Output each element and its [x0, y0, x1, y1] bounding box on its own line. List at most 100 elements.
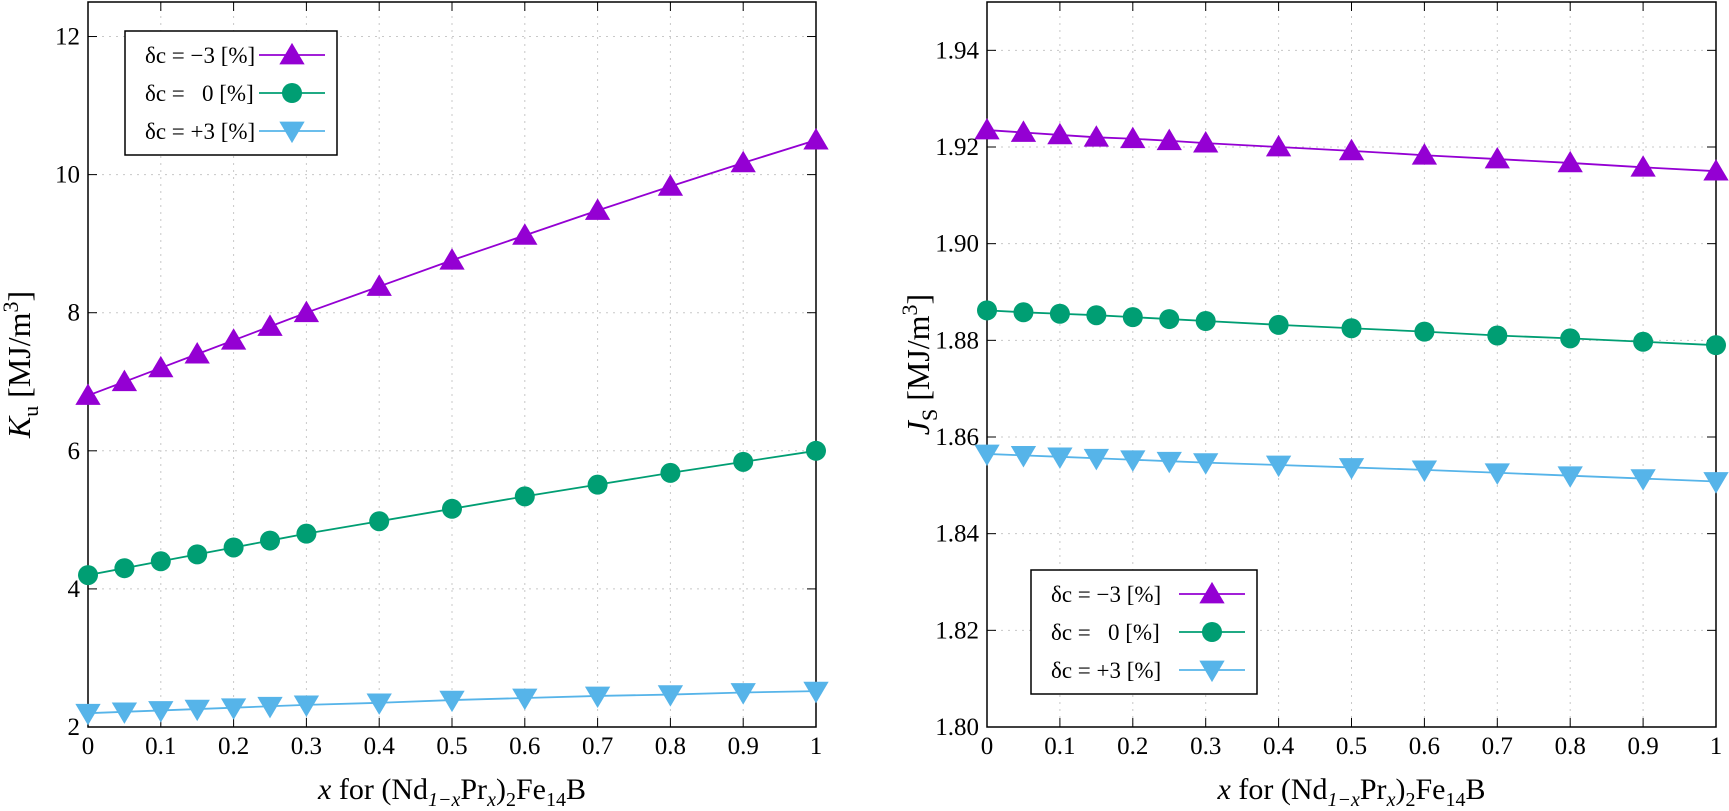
y-tick-label: 1.82 — [935, 617, 979, 644]
marker — [1560, 328, 1581, 349]
x-tick-label: 0.2 — [1117, 733, 1148, 760]
y-axis-label-part: ] — [900, 294, 936, 305]
marker — [75, 383, 101, 405]
marker — [974, 117, 1000, 140]
marker — [1557, 466, 1583, 488]
marker — [1338, 138, 1365, 161]
x-axis-label-part: x — [317, 773, 332, 806]
x-axis-label-part: B — [1465, 773, 1485, 806]
x-axis-label-part: for (Nd — [1231, 773, 1328, 806]
marker — [114, 558, 135, 579]
marker — [369, 511, 390, 532]
y-tick-label: 8 — [68, 300, 81, 327]
x-tick-label: 0.5 — [1336, 733, 1367, 760]
legend-label: δc = +3 [%] — [1051, 658, 1161, 683]
plot: 2 4 6 8 10 12 0 0.1 0.2 0.3 0.4 0.5 0.6 0.7 0.8 0.9 1 x f… — [0, 1, 829, 811]
y-tick-label: 12 — [55, 24, 80, 51]
x-axis-label: x for (Nd1−xPrx)2Fe14B — [317, 773, 586, 811]
series-line — [87, 139, 817, 397]
marker — [1557, 150, 1583, 173]
marker — [514, 486, 535, 507]
x-axis-label-part: ) — [496, 773, 506, 806]
x-axis-label-part: 2 — [1405, 789, 1415, 811]
marker — [1083, 448, 1109, 471]
marker — [512, 223, 538, 245]
marker — [148, 701, 174, 723]
marker — [293, 695, 320, 718]
marker — [1630, 469, 1656, 491]
plot-frame — [87, 1, 817, 728]
marker — [184, 699, 210, 722]
marker — [296, 523, 317, 544]
y-tick-label: 10 — [55, 162, 80, 189]
marker — [730, 150, 756, 173]
marker — [439, 248, 465, 270]
y-tick-label: 1.90 — [935, 231, 979, 258]
y-tick-label: 6 — [68, 438, 81, 465]
y-axis-label: JS [MJ/m3] — [897, 294, 942, 435]
x-tick-label: 0.7 — [1482, 733, 1513, 760]
marker — [1484, 463, 1510, 485]
y-axis-label-part: u — [18, 406, 43, 417]
x-tick-label: 0.4 — [1263, 733, 1295, 760]
marker — [1049, 303, 1070, 324]
legend-label: δc = +3 [%] — [145, 119, 255, 144]
y-tick-label: 1.94 — [935, 37, 979, 64]
marker — [293, 300, 320, 323]
legend: δc = −3 [%] δc = 0 [%] δc = +3 [%] — [124, 30, 338, 156]
marker — [1156, 128, 1182, 151]
marker — [260, 530, 280, 551]
marker — [1411, 143, 1438, 165]
x-tick-label: 0.6 — [509, 733, 540, 760]
marker — [657, 685, 684, 707]
y-tick-label: 1.92 — [935, 134, 979, 161]
y-axis-label-part: 3 — [897, 304, 922, 315]
x-tick-label: 0.1 — [145, 733, 176, 760]
plot-frame — [986, 1, 1717, 728]
marker — [1086, 305, 1107, 326]
legend: δc = −3 [%] δc = 0 [%] δc = +3 [%] — [1030, 569, 1258, 695]
legend-marker — [282, 83, 302, 103]
marker — [257, 314, 283, 336]
x-axis-label-part: 14 — [546, 789, 566, 811]
x-tick-label: 0 — [82, 733, 95, 760]
x-tick-label: 0.1 — [1044, 733, 1075, 760]
x-axis-label-part: Pr — [1360, 773, 1387, 806]
x-tick-label: 0.6 — [1409, 733, 1440, 760]
marker — [1703, 472, 1729, 494]
marker — [660, 462, 681, 483]
legend-label: δc = −3 [%] — [1051, 582, 1161, 607]
marker — [220, 698, 247, 720]
marker — [1265, 134, 1292, 157]
x-axis-label-part: Fe — [516, 773, 546, 806]
x-tick-label: 0.2 — [218, 733, 249, 760]
x-axis-label-part: 1−x — [1328, 789, 1360, 811]
marker — [366, 693, 392, 715]
marker — [584, 686, 611, 709]
x-axis-label-part: B — [566, 773, 586, 806]
marker — [1156, 451, 1182, 474]
x-tick-label: 0.8 — [1555, 733, 1586, 760]
marker — [803, 681, 829, 704]
marker — [111, 702, 138, 724]
y-axis-label-part: J — [900, 419, 936, 435]
marker — [1010, 446, 1037, 468]
y-tick-label: 2 — [68, 714, 81, 741]
marker — [1122, 307, 1143, 328]
marker — [1706, 335, 1726, 356]
marker — [977, 300, 997, 321]
marker — [1487, 325, 1508, 346]
x-axis-label-part: x — [1217, 773, 1232, 806]
x-axis-label-part: Pr — [460, 773, 487, 806]
marker — [150, 551, 171, 572]
marker — [148, 355, 174, 378]
x-axis-label-part: ) — [1395, 773, 1405, 806]
marker — [1010, 120, 1037, 142]
y-axis-label-part: S — [917, 409, 942, 421]
y-axis-label-part: K — [1, 415, 37, 439]
x-tick-label: 0.8 — [655, 733, 686, 760]
marker — [1703, 159, 1729, 181]
marker — [1047, 447, 1073, 469]
x-axis-label-part: 1−x — [428, 789, 460, 811]
